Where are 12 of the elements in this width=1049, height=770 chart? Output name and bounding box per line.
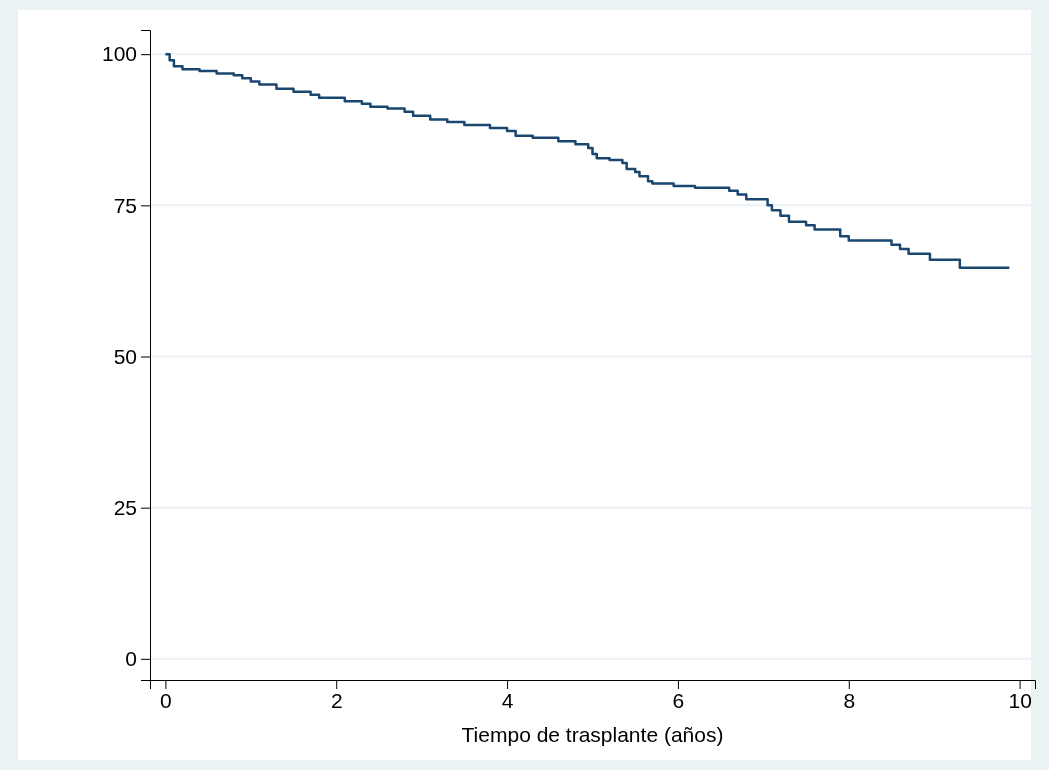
x-tick-label: 8	[843, 688, 856, 712]
x-tick-label: 2	[330, 688, 343, 712]
y-tick-label: 25	[113, 495, 137, 519]
y-tick-label: 0	[125, 647, 137, 671]
x-tick-label: 10	[1008, 688, 1032, 712]
x-tick-label: 4	[501, 688, 514, 712]
x-tick-label: 0	[160, 688, 172, 712]
y-tick-label: 50	[113, 344, 137, 368]
x-tick-label: 6	[672, 688, 685, 712]
y-tick-label: 75	[113, 193, 137, 217]
x-axis-title: Tiempo de trasplante (años)	[461, 723, 724, 746]
y-tick-label: 100	[101, 42, 137, 66]
